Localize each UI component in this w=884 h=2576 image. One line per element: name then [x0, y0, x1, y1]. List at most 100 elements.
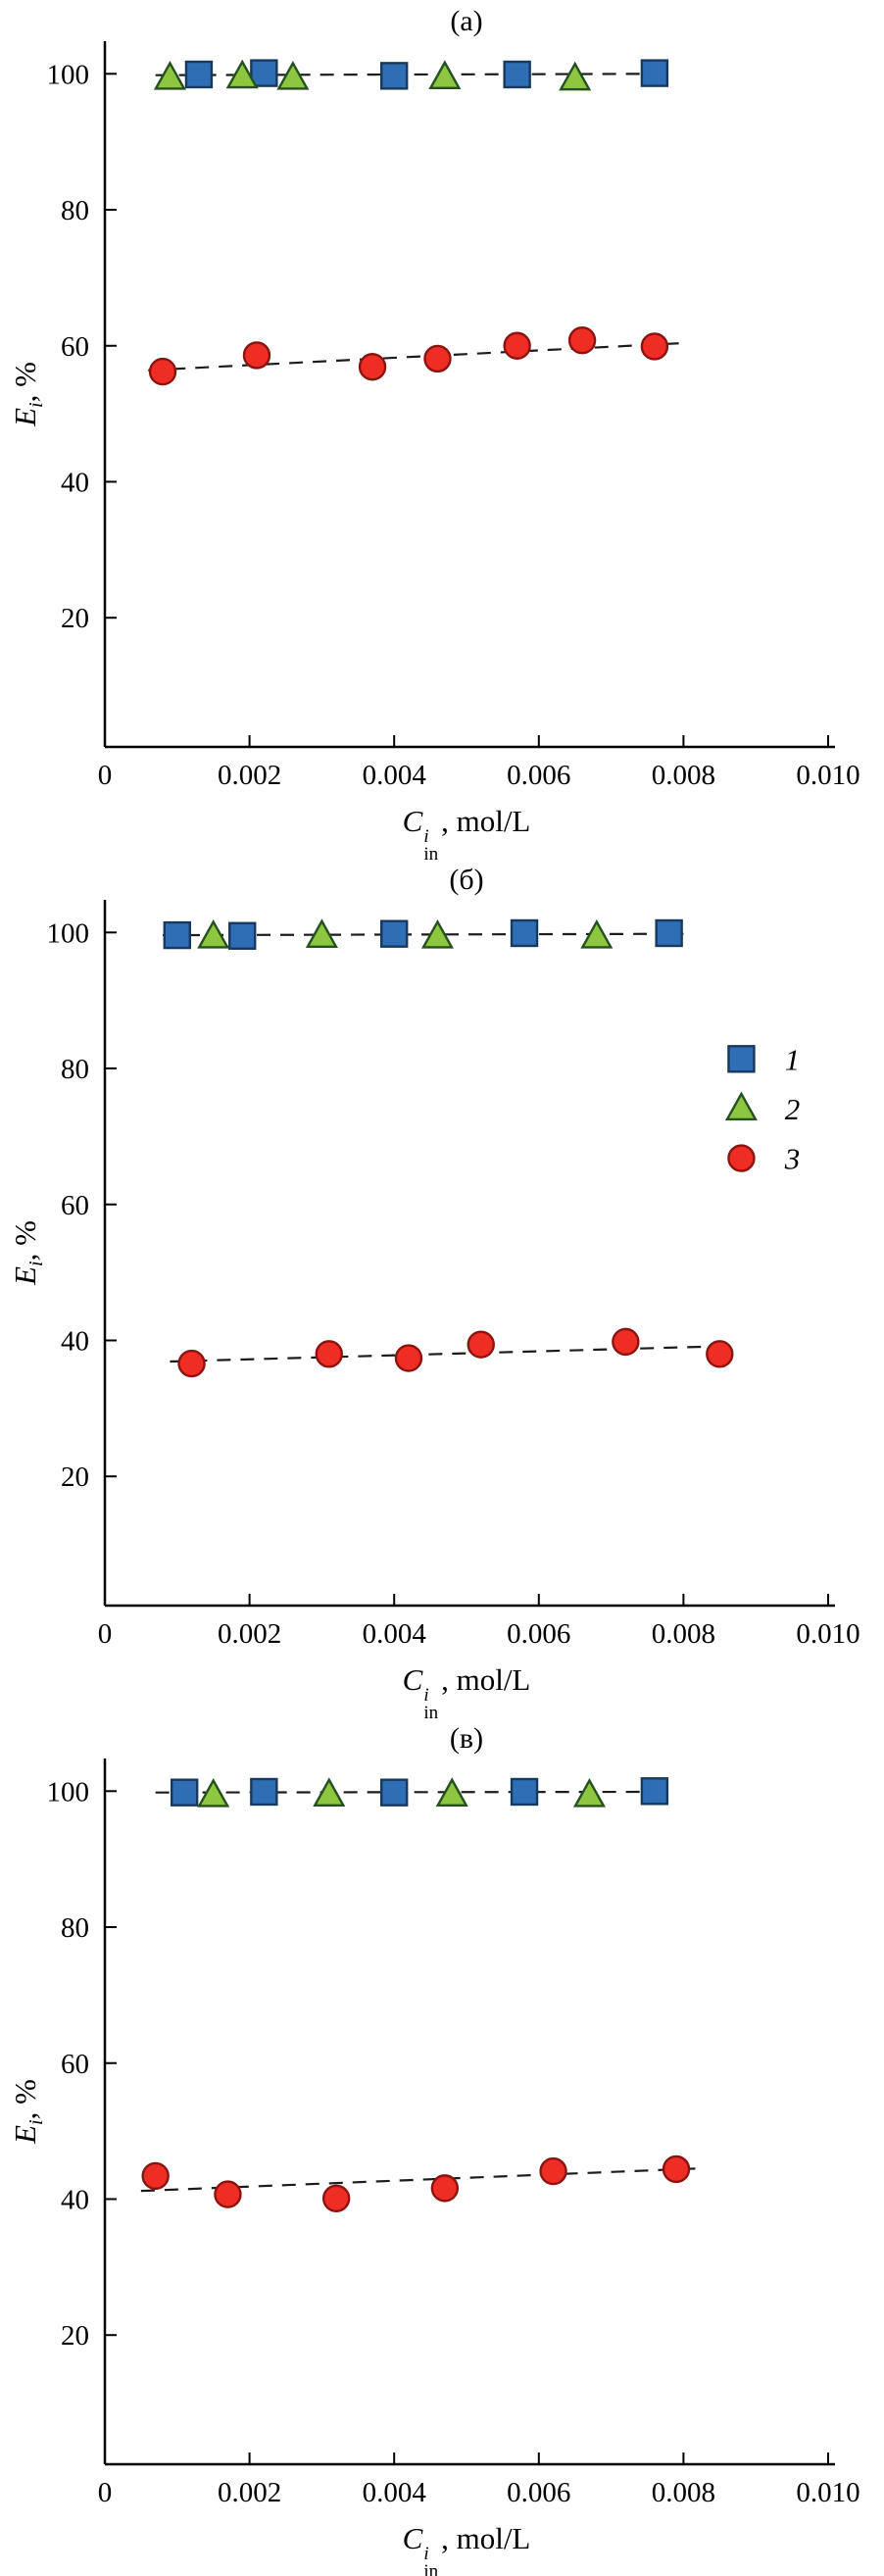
x-tick-label: 0.006	[507, 1618, 570, 1650]
y-tick-label: 20	[61, 2320, 89, 2352]
y-tick-label: 60	[61, 331, 89, 363]
marker-circle	[467, 1330, 495, 1359]
marker-triangle	[276, 60, 310, 90]
marker-circle	[706, 1340, 734, 1368]
x-tick-label: 0.002	[218, 2477, 281, 2508]
series-square	[170, 1777, 669, 1807]
marker-triangle	[197, 1777, 230, 1808]
x-tick-label: 0.008	[652, 1618, 715, 1650]
x-tick-label: 0.004	[363, 1618, 427, 1650]
marker-circle	[141, 2161, 170, 2191]
panel-b: (б) 0 0.002 0.004 0.006 0.008 0.010 20 40 60 80 10…	[0, 859, 884, 1722]
marker-square	[727, 1045, 756, 1073]
marker-triangle	[153, 60, 186, 90]
marker-circle	[539, 2156, 567, 2186]
y-tick-label: 80	[61, 195, 89, 226]
legend: 1 2 3	[724, 1042, 801, 1176]
series-square	[184, 59, 669, 90]
panel-c-title: (в)	[449, 1722, 484, 1755]
marker-square	[163, 920, 192, 950]
marker-square	[380, 1778, 409, 1807]
x-tick-label: 0	[98, 1618, 113, 1650]
panel-c: (в) 0 0.002 0.004 0.006 0.008 0.010 20 40 60 80 10…	[0, 1717, 884, 2576]
marker-circle	[177, 1349, 206, 1378]
y-tick-label: 100	[47, 59, 90, 90]
panel-a: (а) 0 0.002 0.004 0.006 0.008 0.010 20 40 60 80 10…	[0, 0, 884, 864]
marker-square	[503, 60, 531, 89]
marker-circle	[430, 2174, 460, 2203]
legend-label-2: 2	[785, 1092, 801, 1126]
marker-circle	[503, 331, 531, 360]
x-tick-label: 0.008	[652, 2477, 715, 2508]
marker-circle	[148, 357, 177, 386]
series-triangle	[197, 918, 614, 949]
marker-square	[510, 1777, 539, 1807]
series-square	[163, 918, 683, 950]
y-axis-label: Ei, %	[8, 362, 48, 426]
marker-circle	[242, 341, 271, 370]
marker-square	[228, 921, 257, 950]
marker-circle	[394, 1344, 423, 1372]
x-label-subsup: i in	[423, 2544, 439, 2576]
y-tick-label: 100	[47, 1776, 90, 1808]
series-triangle	[197, 1777, 607, 1808]
y-tick-label: 40	[61, 467, 89, 498]
marker-square	[655, 918, 683, 948]
x-tick-label: 0.004	[363, 760, 427, 791]
trend-dashed-line	[148, 341, 684, 372]
marker-square	[640, 1777, 669, 1806]
x-tick-label: 0.002	[218, 1618, 281, 1650]
trend-dashed-line	[170, 1344, 735, 1363]
y-tick-label: 20	[61, 603, 89, 634]
chart-b-svg: 0 0.002 0.004 0.006 0.008 0.010 20 40 60 80 100 1 2 3	[47, 900, 860, 1650]
y-tick-label: 100	[47, 917, 90, 949]
series-triangle	[153, 59, 592, 91]
x-tick-label: 0.010	[796, 2477, 859, 2508]
marker-triangle	[435, 1777, 468, 1807]
axes: 0 0.002 0.004 0.006 0.008 0.010 20 40 60 80 100	[47, 1759, 860, 2508]
x-tick-label: 0.008	[652, 760, 715, 791]
x-tick-label: 0.004	[363, 2477, 427, 2508]
chart-a-svg: 0 0.002 0.004 0.006 0.008 0.010 20 40 60 80 100	[47, 41, 860, 791]
marker-triangle	[428, 60, 462, 89]
trendlines	[140, 1790, 699, 2193]
marker-triangle	[572, 1777, 607, 1808]
x-tick-label: 0.010	[796, 1618, 859, 1650]
marker-circle	[727, 1144, 756, 1172]
marker-circle	[423, 344, 452, 373]
marker-triangle	[420, 918, 455, 949]
marker-square	[380, 62, 409, 90]
x-tick-label: 0	[98, 2477, 113, 2508]
marker-square	[510, 918, 539, 948]
marker-triangle	[559, 61, 592, 91]
marker-circle	[358, 353, 387, 381]
marker-circle	[662, 2155, 691, 2184]
y-tick-label: 60	[61, 1190, 89, 1221]
axes: 0 0.002 0.004 0.006 0.008 0.010 20 40 60 80 100	[47, 900, 860, 1650]
y-axis-label: Ei, %	[8, 1220, 48, 1285]
marker-circle	[640, 332, 669, 361]
axes: 0 0.002 0.004 0.006 0.008 0.010 20 40 60 80 100	[47, 41, 860, 791]
y-tick-label: 60	[61, 2049, 89, 2080]
y-tick-label: 20	[61, 1461, 89, 1493]
marker-square	[380, 919, 409, 948]
marker-square	[184, 60, 214, 89]
marker-square	[250, 59, 278, 87]
chart-c-svg: 0 0.002 0.004 0.006 0.008 0.010 20 40 60 80 100	[47, 1759, 860, 2508]
series-circle	[177, 1327, 734, 1378]
x-label-subsup: i in	[423, 826, 439, 866]
y-axis-label: Ei, %	[8, 2079, 48, 2144]
x-tick-label: 0.006	[507, 760, 570, 791]
legend-label-3: 3	[784, 1142, 801, 1176]
marker-circle	[321, 2184, 351, 2212]
y-tick-label: 80	[61, 1054, 89, 1085]
y-tick-label: 40	[61, 1325, 89, 1357]
trendlines	[148, 73, 684, 372]
marker-triangle	[225, 59, 259, 89]
panel-a-title: (а)	[450, 5, 483, 37]
marker-square	[250, 1777, 278, 1807]
x-tick-label: 0.010	[796, 760, 859, 791]
